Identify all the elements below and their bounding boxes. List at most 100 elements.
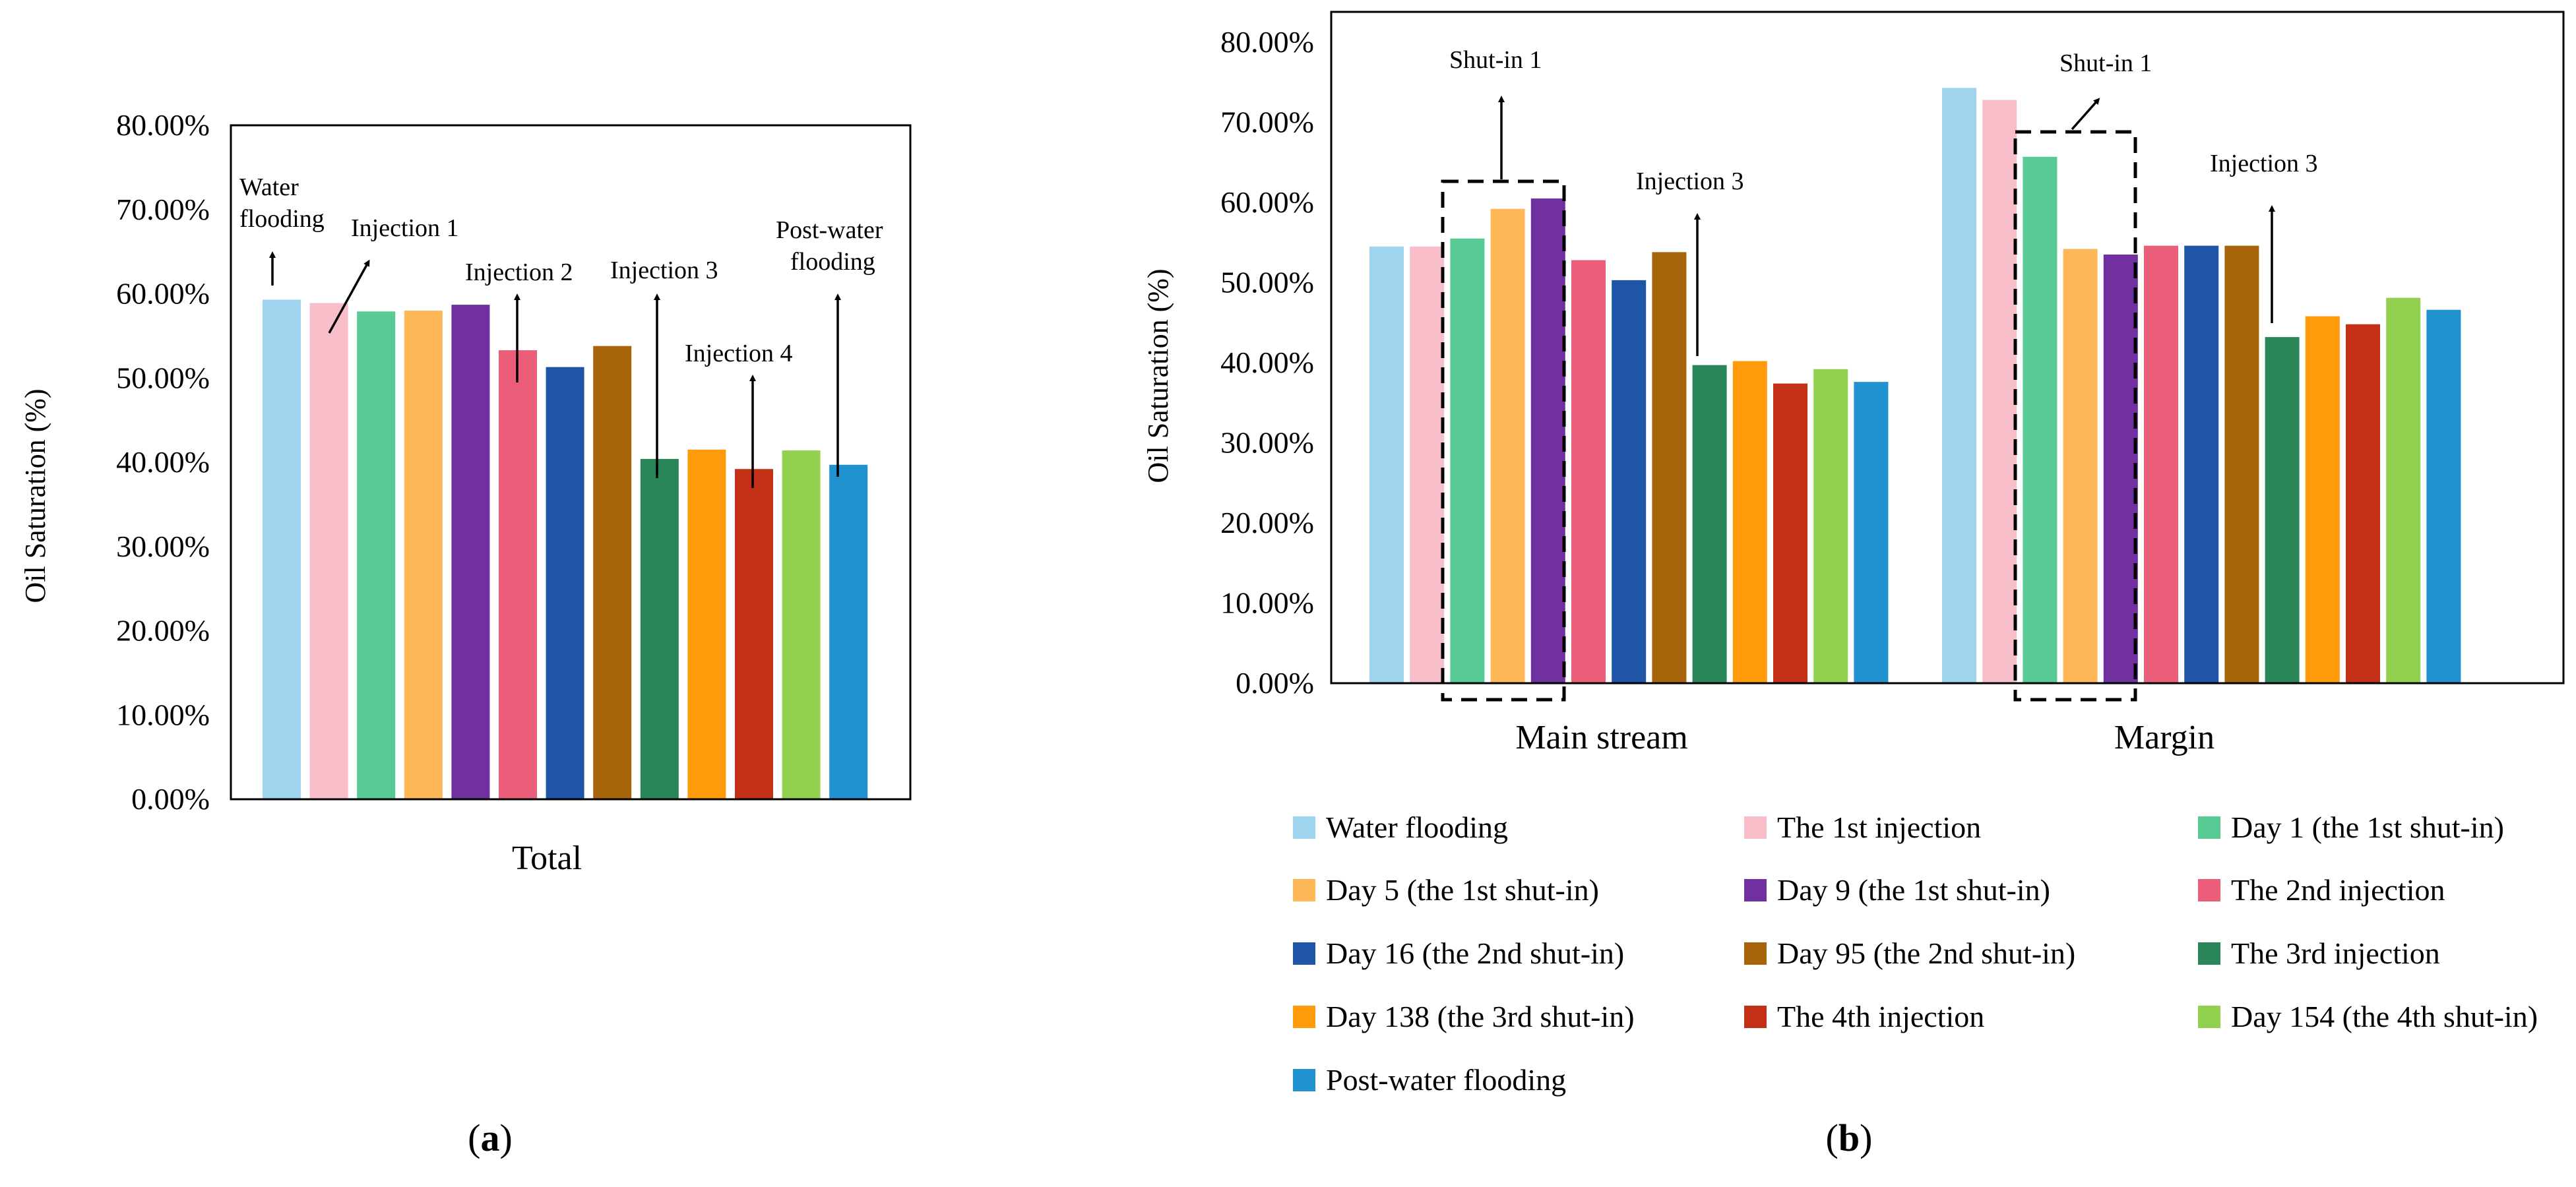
chart-b-category-labels: Main stream Margin [1515, 719, 2215, 756]
chart-b-y-axis-label: Oil Saturation (%) [1142, 268, 1174, 483]
chart-a-bars [263, 299, 868, 799]
bar-main-stream-day-95-the-2nd-shut-in [1652, 252, 1687, 684]
legend-swatch-water-flooding [1293, 816, 1315, 839]
chart-a-category-label: Total [512, 839, 582, 877]
bar-margin-the-3rd-injection [2265, 337, 2300, 683]
y-tick-label: 20.00% [1220, 506, 1314, 539]
bar-margin-the-4th-injection [2346, 324, 2380, 683]
y-tick-label: 0.00% [1236, 666, 1314, 700]
y-tick-label: 40.00% [116, 445, 210, 479]
legend-swatch-day-154-the-4th-shut-in [2198, 1006, 2220, 1028]
legend-swatch-day-5-the-1st-shut-in [1293, 879, 1315, 901]
legend-label-day-9-the-1st-shut-in: Day 9 (the 1st shut-in) [1777, 873, 2050, 907]
bar-total-day-154-the-4th-shut-in [782, 450, 821, 799]
legend-swatch-day-16-the-2nd-shut-in [1293, 942, 1315, 965]
y-tick-label: 50.00% [116, 361, 210, 394]
bar-main-stream-water-flooding [1369, 246, 1404, 683]
chart-a-y-ticks: 0.00% 10.00% 20.00% 30.00% 40.00% 50.00% 60.00… [116, 108, 210, 816]
bar-margin-post-water-flooding [2426, 309, 2461, 683]
bar-total-day-5-the-1st-shut-in [404, 311, 443, 799]
bar-total-water-flooding [263, 299, 301, 799]
annotation-injection-3: Injection 3 [610, 257, 718, 284]
y-tick-label: 40.00% [1220, 346, 1314, 379]
annotation-injection-3-margin: Injection 3 [2210, 150, 2318, 177]
bar-total-the-3rd-injection [640, 458, 679, 799]
legend-swatch-post-water-flooding [1293, 1069, 1315, 1091]
legend-label-the-1st-injection: The 1st injection [1777, 810, 1981, 844]
legend-label-day-138-the-3rd-shut-in: Day 138 (the 3rd shut-in) [1326, 1000, 1635, 1033]
bar-margin-the-1st-injection [1982, 100, 2017, 684]
y-tick-label: 50.00% [1220, 266, 1314, 299]
y-tick-label: 80.00% [116, 108, 210, 142]
legend-label-the-2nd-injection: The 2nd injection [2231, 873, 2445, 907]
legend-label-post-water-flooding: Post-water flooding [1326, 1063, 1566, 1097]
annotation-post-water-flooding: Post-water flooding [776, 216, 889, 276]
legend-swatch-day-1-the-1st-shut-in [2198, 816, 2220, 839]
y-tick-label: 20.00% [116, 614, 210, 648]
panel-label-a-letter: a [481, 1116, 500, 1159]
category-label-main-stream: Main stream [1515, 719, 1687, 756]
legend-label-the-4th-injection: The 4th injection [1777, 1000, 1984, 1033]
bar-total-day-9-the-1st-shut-in [451, 305, 490, 799]
y-tick-label: 80.00% [1220, 25, 1314, 59]
legend-swatch-day-95-the-2nd-shut-in [1744, 942, 1767, 965]
bar-total-day-95-the-2nd-shut-in [593, 346, 632, 799]
legend-swatch-day-138-the-3rd-shut-in [1293, 1006, 1315, 1028]
bar-total-post-water-flooding [829, 464, 868, 799]
y-tick-label: 10.00% [1220, 586, 1314, 620]
bar-margin-day-5-the-1st-shut-in [2063, 249, 2098, 684]
bar-margin-day-16-the-2nd-shut-in [2184, 245, 2219, 683]
panel-label-a: (a) [468, 1116, 513, 1159]
legend-label-day-16-the-2nd-shut-in: Day 16 (the 2nd shut-in) [1326, 936, 1624, 970]
legend-label-the-3rd-injection: The 3rd injection [2231, 936, 2440, 970]
bar-main-stream-the-4th-injection [1773, 383, 1807, 683]
bar-main-stream-the-1st-injection [1410, 246, 1445, 683]
annotation-injection-1: Injection 1 [351, 214, 459, 242]
bar-main-stream-the-2nd-injection [1571, 260, 1606, 684]
bar-main-stream-day-9-the-1st-shut-in [1530, 198, 1565, 683]
chart-b-bars [1369, 88, 2461, 684]
annotation-injection-4: Injection 4 [685, 340, 793, 367]
legend-swatch-day-9-the-1st-shut-in [1744, 879, 1767, 901]
bar-margin-the-2nd-injection [2144, 245, 2178, 683]
bar-margin-day-138-the-3rd-shut-in [2305, 316, 2340, 683]
chart-a-annotations: Water flooding Injection 1 Injection 2 I… [239, 173, 889, 488]
legend-label-day-95-the-2nd-shut-in: Day 95 (the 2nd shut-in) [1777, 936, 2075, 970]
y-tick-label: 0.00% [131, 782, 210, 816]
y-tick-label: 70.00% [1220, 106, 1314, 139]
y-tick-label: 30.00% [1220, 426, 1314, 460]
bar-margin-day-1-the-1st-shut-in [2023, 156, 2058, 683]
bar-total-day-1-the-1st-shut-in [357, 311, 396, 799]
category-label-margin: Margin [2114, 719, 2215, 756]
legend-label-day-154-the-4th-shut-in: Day 154 (the 4th shut-in) [2231, 1000, 2538, 1033]
legend: Water flooding The 1st injection Day 1 (th… [1293, 810, 2538, 1097]
bar-main-stream-day-1-the-1st-shut-in [1450, 238, 1485, 683]
bar-main-stream-the-3rd-injection [1692, 365, 1727, 683]
arrow-shut-in-1-margin [2071, 98, 2100, 131]
bar-margin-day-9-the-1st-shut-in [2103, 254, 2138, 684]
legend-swatch-the-4th-injection [1744, 1006, 1767, 1028]
highlight-box-margin [2013, 130, 2137, 702]
panel-label-b: (b) [1826, 1116, 1873, 1159]
highlight-box-main-stream [1441, 179, 1566, 702]
y-tick-label: 10.00% [116, 698, 210, 731]
bar-total-the-4th-injection [735, 469, 773, 799]
panel-label-b-letter: b [1838, 1116, 1860, 1159]
bar-total-day-16-the-2nd-shut-in [546, 367, 584, 799]
chart-b-y-ticks: 0.00% 10.00% 20.00% 30.00% 40.00% 50.00% 60.00… [1220, 25, 1314, 700]
arrow-injection-1 [328, 259, 370, 334]
bar-total-the-1st-injection [309, 303, 348, 799]
bar-total-day-138-the-3rd-shut-in [687, 449, 726, 799]
chart-b-annotations: Shut-in 1 Injection 3 Shut-in 1 Injectio… [1449, 46, 2318, 356]
y-tick-label: 60.00% [1220, 185, 1314, 219]
y-tick-label: 60.00% [116, 277, 210, 311]
chart-a-y-axis-label: Oil Saturation (%) [19, 388, 51, 603]
annotation-shut-in-1-margin: Shut-in 1 [2059, 49, 2152, 77]
legend-label-day-1-the-1st-shut-in: Day 1 (the 1st shut-in) [2231, 810, 2504, 844]
chart-b: 0.00% 10.00% 20.00% 30.00% 40.00% 50.00% 60.00… [1142, 11, 2565, 1159]
annotation-injection-3-main: Injection 3 [1636, 167, 1744, 195]
bar-total-the-2nd-injection [499, 350, 537, 799]
legend-label-water-flooding: Water flooding [1326, 810, 1508, 844]
bar-main-stream-day-154-the-4th-shut-in [1813, 369, 1848, 683]
